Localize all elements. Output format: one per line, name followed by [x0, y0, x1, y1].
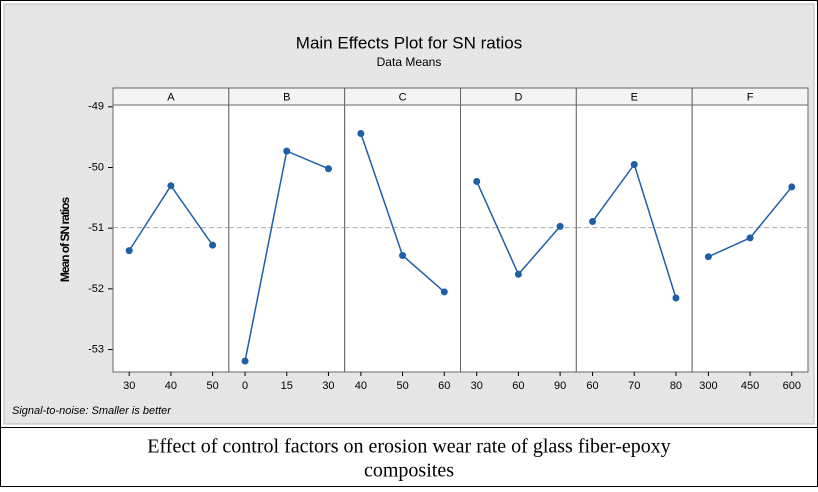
panel-label: B	[283, 91, 290, 103]
marker	[324, 165, 332, 173]
y-tick-label: -50	[88, 161, 104, 173]
marker	[589, 218, 597, 226]
marker	[672, 294, 680, 302]
x-tick-label: 0	[242, 380, 248, 392]
marker	[209, 241, 217, 249]
marker	[283, 147, 291, 155]
chart-title: Main Effects Plot for SN ratios	[296, 33, 522, 52]
panel-label: C	[399, 91, 407, 103]
x-tick-label: 30	[322, 380, 334, 392]
x-tick-label: 90	[554, 380, 566, 392]
x-tick-label: 70	[628, 380, 640, 392]
marker	[399, 251, 407, 259]
panel-plot	[575, 104, 693, 373]
x-tick-label: 60	[586, 380, 598, 392]
x-tick-label: 40	[165, 380, 177, 392]
marker	[630, 160, 638, 168]
y-axis-label: Mean of SN ratios	[58, 197, 72, 283]
marker	[241, 357, 249, 365]
panel-label: F	[747, 91, 754, 103]
x-tick-label: 60	[438, 380, 450, 392]
y-tick-label: -52	[88, 283, 104, 295]
marker	[167, 182, 175, 190]
marker	[440, 288, 448, 296]
panel-label: A	[167, 91, 175, 103]
x-tick-label: 450	[741, 380, 759, 392]
x-tick-label: 50	[206, 380, 218, 392]
marker	[473, 177, 481, 185]
x-tick-label: 600	[783, 380, 801, 392]
x-tick-label: 300	[699, 380, 717, 392]
chart-subtitle: Data Means	[377, 55, 442, 69]
marker	[514, 270, 522, 278]
marker	[746, 234, 754, 242]
y-tick-label: -51	[88, 222, 104, 234]
caption-line: Effect of control factors on erosion wea…	[147, 436, 670, 458]
y-tick-label: -49	[88, 101, 104, 113]
x-tick-label: 80	[670, 380, 682, 392]
marker	[788, 183, 796, 191]
panel-plot	[344, 104, 461, 373]
marker	[704, 253, 712, 261]
panel-label: E	[631, 91, 638, 103]
caption-line: composites	[364, 460, 454, 482]
x-tick-label: 30	[123, 380, 135, 392]
panel-plot	[112, 104, 230, 373]
x-tick-label: 40	[355, 380, 367, 392]
panel-plot	[228, 104, 346, 373]
x-tick-label: 15	[281, 380, 293, 392]
x-tick-label: 60	[512, 380, 524, 392]
marker	[125, 247, 133, 255]
x-tick-label: 30	[471, 380, 483, 392]
panel-plot	[460, 104, 577, 373]
marker	[357, 130, 365, 138]
footnote: Signal-to-noise: Smaller is better	[12, 405, 172, 417]
panel-label: D	[514, 91, 522, 103]
x-tick-label: 50	[396, 380, 408, 392]
marker	[556, 222, 564, 230]
y-tick-label: -53	[88, 343, 104, 355]
